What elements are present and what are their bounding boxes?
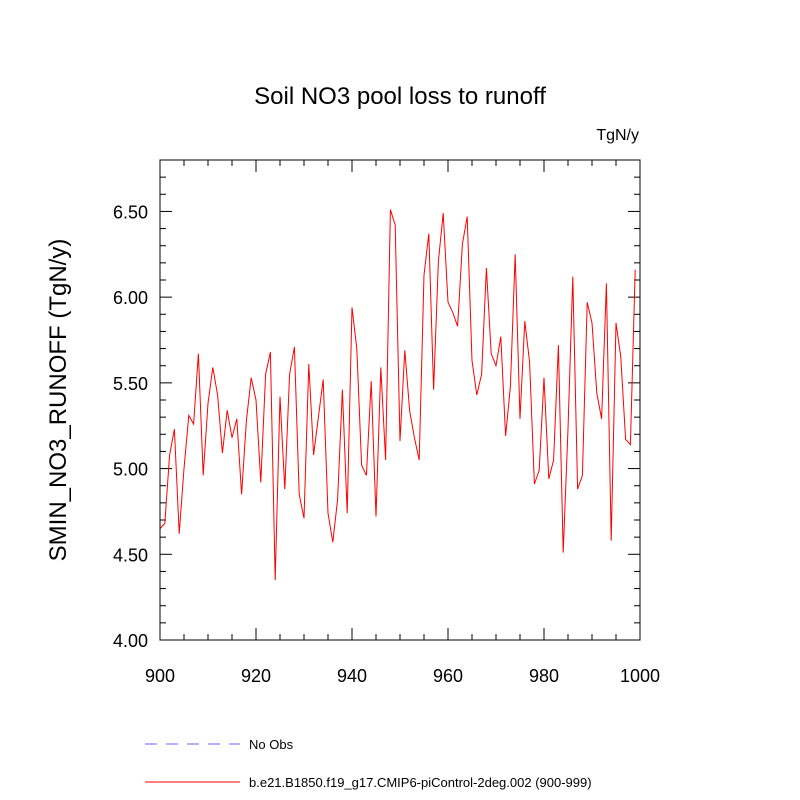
legend-label-no-obs: No Obs xyxy=(249,737,294,752)
y-tick-label: 4.00 xyxy=(113,631,148,651)
legend: No Obs b.e21.B1850.f19_g17.CMIP6-piContr… xyxy=(145,737,592,790)
y-tick-label: 6.00 xyxy=(113,288,148,308)
y-axis-label: SMIN_NO3_RUNOFF (TgN/y) xyxy=(45,239,72,562)
y-tick-labels: 4.00 4.50 5.00 5.50 6.00 6.50 xyxy=(113,202,148,651)
units-label: TgN/y xyxy=(596,127,639,144)
y-tick-label: 6.50 xyxy=(113,202,148,222)
x-tick-label: 920 xyxy=(241,666,271,686)
x-tick-label: 1000 xyxy=(620,666,660,686)
series-line xyxy=(159,209,636,581)
legend-label-model-run: b.e21.B1850.f19_g17.CMIP6-piControl-2deg… xyxy=(249,775,592,790)
y-tick-label: 5.00 xyxy=(113,460,148,480)
x-tick-label: 900 xyxy=(145,666,175,686)
plot-frame xyxy=(159,159,641,641)
y-tick-label: 5.50 xyxy=(113,374,148,394)
y-tick-label: 4.50 xyxy=(113,545,148,565)
x-tick-labels: 900 920 940 960 980 1000 xyxy=(145,666,660,686)
x-tick-label: 940 xyxy=(337,666,367,686)
x-tick-label: 960 xyxy=(433,666,463,686)
chart-title: Soil NO3 pool loss to runoff xyxy=(254,83,546,110)
x-tick-label: 980 xyxy=(529,666,559,686)
